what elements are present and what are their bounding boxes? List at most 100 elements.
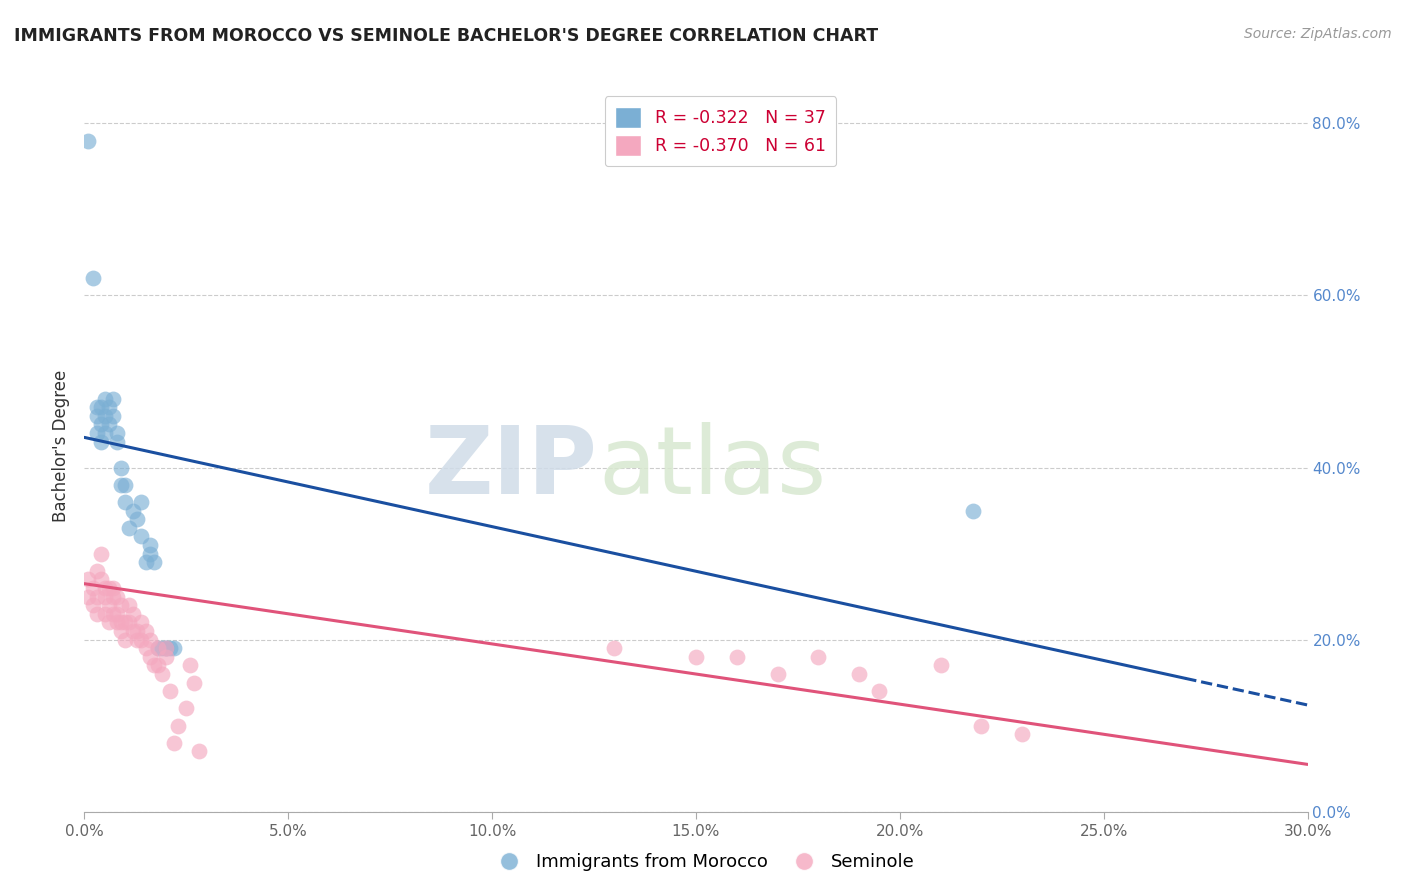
- Point: [118, 598, 141, 612]
- Point: [90, 401, 112, 415]
- Point: [86, 564, 108, 578]
- Point: [146, 641, 169, 656]
- Point: [101, 409, 124, 423]
- Point: [183, 675, 205, 690]
- Point: [122, 607, 145, 621]
- Text: IMMIGRANTS FROM MOROCCO VS SEMINOLE BACHELOR'S DEGREE CORRELATION CHART: IMMIGRANTS FROM MOROCCO VS SEMINOLE BACH…: [14, 27, 879, 45]
- Point: [1011, 727, 1033, 741]
- Point: [93, 590, 115, 604]
- Text: atlas: atlas: [598, 422, 827, 514]
- Point: [105, 434, 128, 449]
- Point: [725, 649, 748, 664]
- Point: [105, 615, 128, 630]
- Point: [131, 615, 153, 630]
- Point: [127, 512, 149, 526]
- Point: [135, 624, 157, 638]
- Point: [97, 581, 120, 595]
- Point: [142, 555, 165, 569]
- Point: [118, 521, 141, 535]
- Point: [93, 607, 115, 621]
- Point: [187, 744, 209, 758]
- Point: [105, 607, 128, 621]
- Point: [127, 624, 149, 638]
- Point: [174, 701, 197, 715]
- Point: [90, 547, 112, 561]
- Point: [766, 667, 789, 681]
- Point: [135, 555, 157, 569]
- Point: [179, 658, 201, 673]
- Point: [86, 426, 108, 441]
- Text: ZIP: ZIP: [425, 422, 598, 514]
- Point: [146, 641, 169, 656]
- Point: [807, 649, 830, 664]
- Point: [122, 624, 145, 638]
- Text: Source: ZipAtlas.com: Source: ZipAtlas.com: [1244, 27, 1392, 41]
- Point: [135, 641, 157, 656]
- Point: [114, 632, 136, 647]
- Point: [131, 495, 153, 509]
- Point: [101, 581, 124, 595]
- Point: [97, 598, 120, 612]
- Point: [929, 658, 952, 673]
- Point: [155, 641, 177, 656]
- Legend: R = -0.322   N = 37, R = -0.370   N = 61: R = -0.322 N = 37, R = -0.370 N = 61: [605, 96, 837, 167]
- Point: [685, 649, 707, 664]
- Point: [86, 401, 108, 415]
- Point: [138, 632, 160, 647]
- Point: [970, 719, 993, 733]
- Point: [869, 684, 891, 698]
- Point: [159, 641, 181, 656]
- Y-axis label: Bachelor's Degree: Bachelor's Degree: [52, 370, 70, 522]
- Point: [114, 477, 136, 491]
- Point: [603, 641, 626, 656]
- Point: [90, 573, 112, 587]
- Point: [82, 581, 104, 595]
- Point: [131, 632, 153, 647]
- Point: [90, 434, 112, 449]
- Point: [110, 615, 132, 630]
- Point: [77, 134, 100, 148]
- Point: [101, 590, 124, 604]
- Point: [82, 598, 104, 612]
- Point: [131, 529, 153, 543]
- Point: [138, 538, 160, 552]
- Point: [110, 598, 132, 612]
- Point: [105, 426, 128, 441]
- Point: [110, 624, 132, 638]
- Point: [127, 632, 149, 647]
- Point: [90, 417, 112, 432]
- Point: [159, 684, 181, 698]
- Point: [110, 477, 132, 491]
- Point: [86, 607, 108, 621]
- Point: [93, 409, 115, 423]
- Point: [155, 641, 177, 656]
- Point: [118, 615, 141, 630]
- Point: [163, 641, 186, 656]
- Legend: Immigrants from Morocco, Seminole: Immigrants from Morocco, Seminole: [484, 847, 922, 879]
- Point: [167, 719, 190, 733]
- Point: [77, 573, 100, 587]
- Point: [101, 392, 124, 406]
- Point: [97, 615, 120, 630]
- Point: [105, 590, 128, 604]
- Point: [138, 649, 160, 664]
- Point: [97, 401, 120, 415]
- Point: [77, 590, 100, 604]
- Point: [163, 736, 186, 750]
- Point: [146, 658, 169, 673]
- Point: [155, 641, 177, 656]
- Point: [93, 392, 115, 406]
- Point: [150, 641, 173, 656]
- Point: [114, 495, 136, 509]
- Point: [86, 409, 108, 423]
- Point: [93, 581, 115, 595]
- Point: [110, 460, 132, 475]
- Point: [82, 271, 104, 285]
- Point: [155, 649, 177, 664]
- Point: [86, 590, 108, 604]
- Point: [101, 607, 124, 621]
- Point: [962, 503, 984, 517]
- Point: [142, 658, 165, 673]
- Point: [93, 426, 115, 441]
- Point: [114, 615, 136, 630]
